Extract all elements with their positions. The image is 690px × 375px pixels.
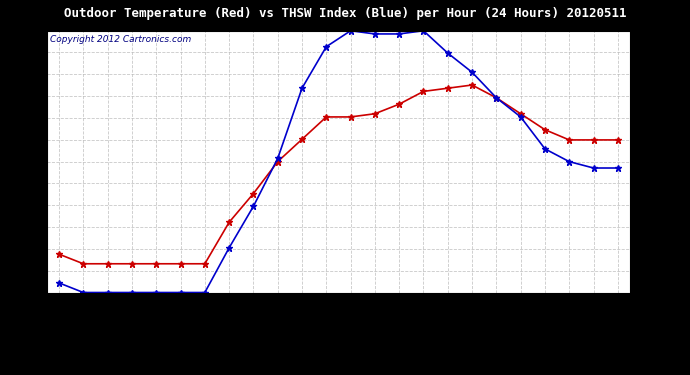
Text: Outdoor Temperature (Red) vs THSW Index (Blue) per Hour (24 Hours) 20120511: Outdoor Temperature (Red) vs THSW Index … [63, 7, 627, 20]
Text: Copyright 2012 Cartronics.com: Copyright 2012 Cartronics.com [50, 34, 191, 44]
